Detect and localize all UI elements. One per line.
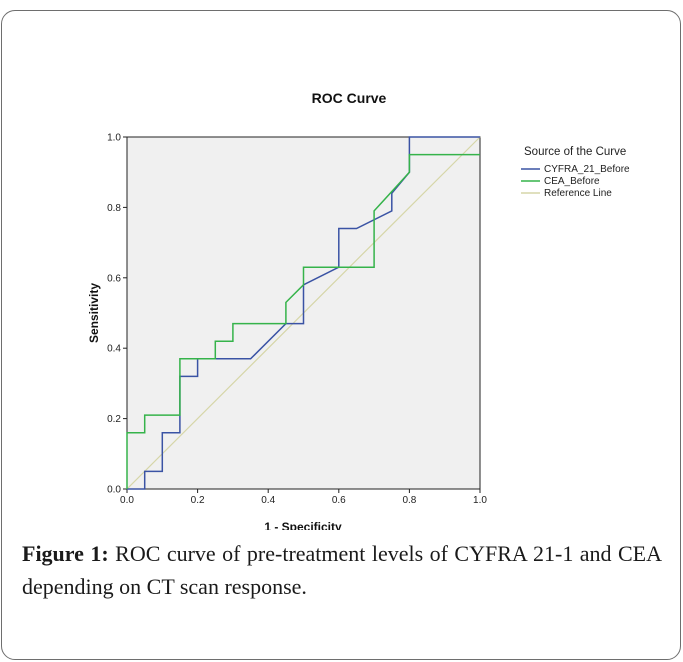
roc-chart: ROC Curve 0.0 0.2 0.4 0.6 0.8 1.0 0.0 0.2 0.4 0.6… [87,90,630,530]
x-tick-label: 0.4 [261,495,275,506]
x-tick-label: 0.2 [191,495,205,506]
x-tick-label: 1.0 [473,495,487,506]
y-axis-label: Sensitivity [87,283,101,343]
caption-label: Figure 1: [22,541,109,566]
y-tick-label: 1.0 [107,133,121,144]
legend-label-cyfra-21-before: CYFRA_21_Before [544,164,630,175]
x-tick-label: 0.6 [332,495,346,506]
figure-caption: Figure 1: ROC curve of pre-treatment lev… [22,537,662,603]
series-line-cea-before [126,153,480,489]
x-tick-label: 0.8 [402,495,416,506]
legend-label-cea-before: CEA_Before [544,176,600,187]
y-tick-label: 0.8 [107,203,121,214]
x-axis-label: 1 - Specificity [264,520,342,530]
y-tick-label: 0.4 [107,344,121,355]
x-tick-label: 0.0 [120,495,134,506]
y-tick-label: 0.2 [107,414,121,425]
y-tick-label: 0.6 [107,273,121,284]
legend-label-reference-line: Reference Line [544,188,612,199]
chart-title: ROC Curve [312,90,387,106]
y-tick-label: 0.0 [107,485,121,496]
caption-text: ROC curve of pre-treatment levels of CYF… [22,541,663,599]
legend-title: Source of the Curve [524,146,626,158]
